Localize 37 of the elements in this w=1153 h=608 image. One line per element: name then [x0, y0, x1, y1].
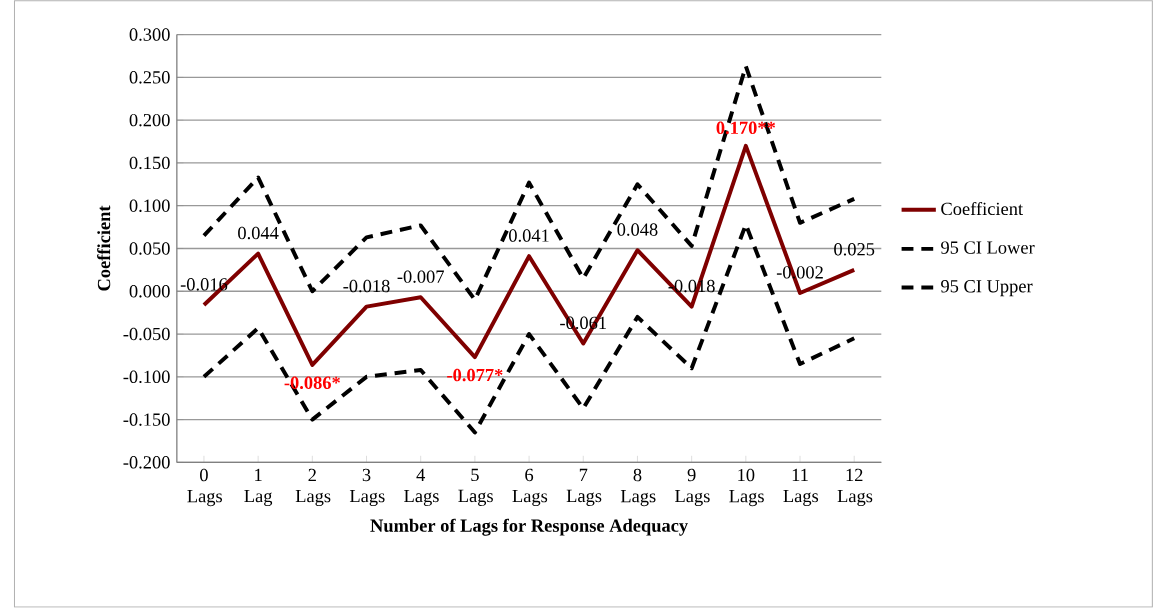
y-tick-label: 0.200: [129, 114, 170, 127]
x-tick-label: 4 Lags: [404, 468, 439, 507]
y-axis-title: Coefficient: [97, 205, 111, 291]
x-tick-label: 10 Lags: [729, 468, 764, 507]
legend-label: Coefficient: [941, 202, 1023, 216]
x-tick-label: 5 Lags: [458, 468, 493, 507]
x-tick-label: 7 Lags: [566, 468, 602, 507]
y-tick-label: -0.100: [123, 370, 170, 384]
y-tick-label: 0.150: [129, 156, 170, 170]
x-tick-label: 1 Lag: [244, 468, 273, 507]
x-tick-label: 3 Lags: [349, 468, 385, 507]
x-axis-title: Number of Lags for Response Adequacy: [370, 518, 688, 536]
annotation: -0.077*: [447, 369, 503, 382]
x-tick-label: 9 Lags: [675, 468, 710, 507]
x-tick-label: 2 Lags: [295, 468, 331, 507]
x-tick-label: 6 Lags: [512, 468, 548, 507]
legend-label: 95 CI Lower: [941, 241, 1035, 254]
y-tick-label: 0.000: [129, 285, 170, 298]
data-label: -0.018: [343, 280, 390, 293]
x-tick-label: 11 Lags: [783, 468, 819, 507]
y-tick-label: -0.050: [123, 327, 170, 341]
y-tick-label: -0.150: [123, 413, 170, 427]
x-tick-label: 0 Lags: [187, 468, 223, 507]
data-label: 0.044: [238, 226, 279, 240]
y-tick-label: 0.050: [129, 242, 170, 255]
annotation: -0.086*: [284, 376, 340, 390]
y-tick-label: -0.200: [123, 456, 170, 469]
y-tick-label: 0.300: [129, 28, 170, 42]
data-label: 0.048: [617, 223, 658, 237]
y-tick-label: 0.250: [129, 71, 170, 84]
data-label: 0.025: [834, 243, 875, 256]
x-tick-label: 8 Lags: [620, 468, 656, 507]
legend-label: 95 CI Upper: [941, 280, 1033, 297]
data-label: -0.007: [397, 270, 444, 284]
y-tick-label: 0.100: [129, 199, 170, 213]
data-label: 0.041: [509, 229, 549, 243]
x-tick-label: 12 Lags: [837, 468, 873, 507]
